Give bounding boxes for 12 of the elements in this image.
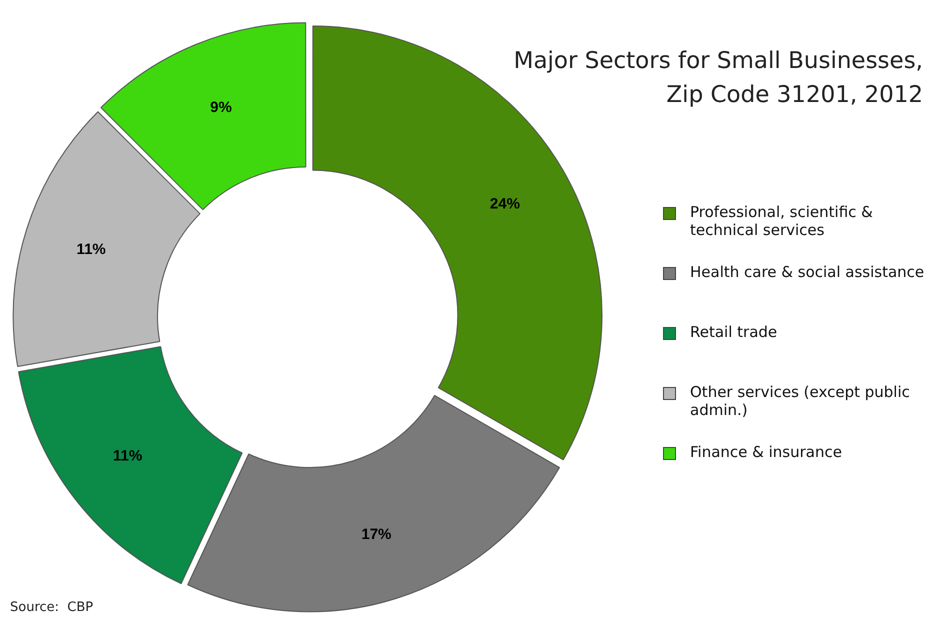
data-label: 24% bbox=[490, 195, 520, 212]
data-label: 11% bbox=[76, 240, 106, 258]
legend-label: Health care & social assistance bbox=[690, 263, 924, 281]
data-label: 9% bbox=[210, 99, 232, 116]
legend-label: Professional, scientific & technical services bbox=[690, 203, 874, 239]
legend-label: Retail trade bbox=[690, 323, 778, 341]
source-note: Source: CBP bbox=[10, 600, 94, 615]
data-label: 11% bbox=[113, 448, 142, 465]
legend-label: Other services (except public admin.) bbox=[690, 383, 911, 419]
data-label: 17% bbox=[361, 526, 392, 543]
text: Major Sectors for Small Businesses, Zip Code 31201, 2012 bbox=[512, 47, 923, 110]
legend-label: Finance & insurance bbox=[690, 443, 842, 461]
